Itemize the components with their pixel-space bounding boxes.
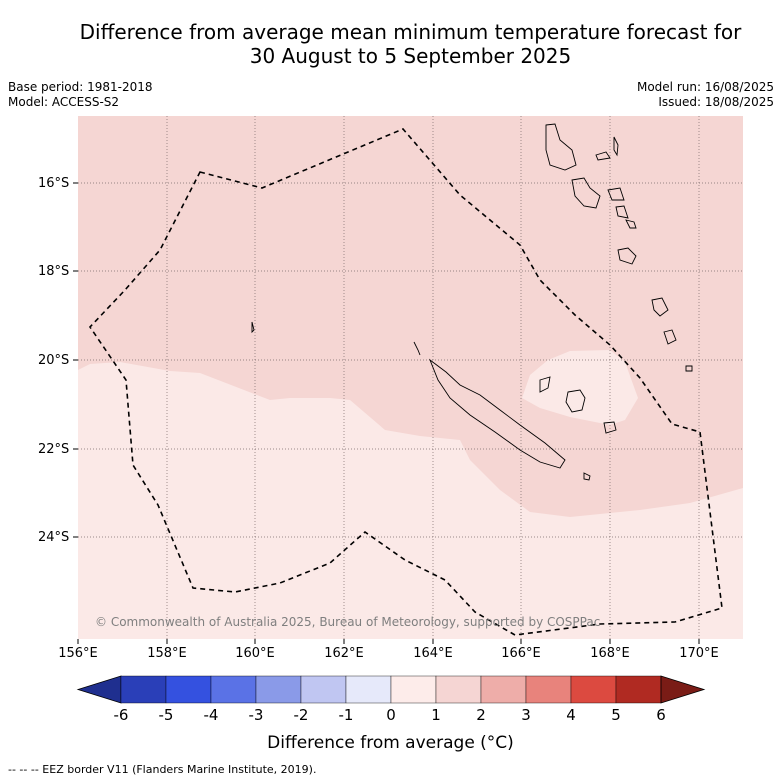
colorbar-tick-label: 4 <box>566 706 576 724</box>
title-line-1: Difference from average mean minimum tem… <box>79 20 742 44</box>
issued-date: Issued: 18/08/2025 <box>658 95 774 109</box>
colorbar-tick-label: 1 <box>431 706 441 724</box>
colorbar-swatch <box>570 675 617 704</box>
colorbar-tick-label: -2 <box>293 706 309 724</box>
colorbar-tick-label: -1 <box>338 706 354 724</box>
new-caledonia-coast <box>428 358 566 469</box>
axis-ticks <box>73 182 700 644</box>
lat-label-16s: 16°S <box>38 176 70 191</box>
model-name: Model: ACCESS-S2 <box>8 95 120 109</box>
colorbar-swatch <box>525 675 572 704</box>
colorbar-swatch <box>345 675 392 704</box>
lon-label-156e: 156°E <box>58 646 98 661</box>
coastlines <box>251 123 693 481</box>
lat-label-20s: 20°S <box>38 353 70 368</box>
meta-right: Model run: 16/08/2025 Issued: 18/08/2025 <box>637 80 774 110</box>
lon-label-160e: 160°E <box>235 646 275 661</box>
colorbar-extend-high <box>660 675 706 704</box>
anomaly-pocket-0-1 <box>522 350 638 425</box>
lon-label-166e: 166°E <box>501 646 541 661</box>
colorbar-tick-label: 5 <box>611 706 621 724</box>
lon-label-158e: 158°E <box>147 646 187 661</box>
lon-label-168e: 168°E <box>590 646 630 661</box>
colorbar-swatch <box>120 675 167 704</box>
colorbar-extend-low <box>76 675 122 704</box>
colorbar-swatch <box>210 675 257 704</box>
lon-label-170e: 170°E <box>679 646 719 661</box>
colorbar-tick-label: -6 <box>113 706 129 724</box>
colorbar <box>76 675 706 704</box>
lat-label-24s: 24°S <box>38 530 70 545</box>
colorbar-swatch <box>390 675 437 704</box>
colorbar-tick-label: -3 <box>248 706 264 724</box>
colorbar-tick-label: 2 <box>476 706 486 724</box>
colorbar-tick-label: -4 <box>203 706 219 724</box>
colorbar-swatch <box>165 675 212 704</box>
colorbar-swatch <box>300 675 347 704</box>
vanuatu-coast <box>545 123 577 171</box>
eez-border <box>88 128 723 636</box>
colorbar-swatch <box>435 675 482 704</box>
colorbar-swatch <box>480 675 527 704</box>
colorbar-title: Difference from average (°C) <box>267 733 514 753</box>
copyright-text: © Commonwealth of Australia 2025, Bureau… <box>95 615 600 629</box>
lon-label-164e: 164°E <box>413 646 453 661</box>
lat-label-18s: 18°S <box>38 264 70 279</box>
colorbar-tick-label: 0 <box>386 706 396 724</box>
colorbar-swatch <box>615 675 662 704</box>
base-period: Base period: 1981-2018 <box>8 80 153 94</box>
lat-label-22s: 22°S <box>38 442 70 457</box>
map-plot-area: © Commonwealth of Australia 2025, Bureau… <box>78 116 743 639</box>
eez-footnote: -- -- -- EEZ border V11 (Flanders Marine… <box>8 763 317 776</box>
colorbar-swatch <box>255 675 302 704</box>
lon-label-162e: 162°E <box>324 646 364 661</box>
model-run: Model run: 16/08/2025 <box>636 80 774 94</box>
meta-left: Base period: 1981-2018 Model: ACCESS-S2 <box>8 80 153 110</box>
colorbar-tick-label: 3 <box>521 706 531 724</box>
colorbar-tick-label: 6 <box>656 706 666 724</box>
title-line-2: 30 August to 5 September 2025 <box>249 44 572 68</box>
colorbar-tick-label: -5 <box>158 706 174 724</box>
map-title: Difference from average mean minimum tem… <box>0 20 781 68</box>
graticule <box>78 116 743 639</box>
